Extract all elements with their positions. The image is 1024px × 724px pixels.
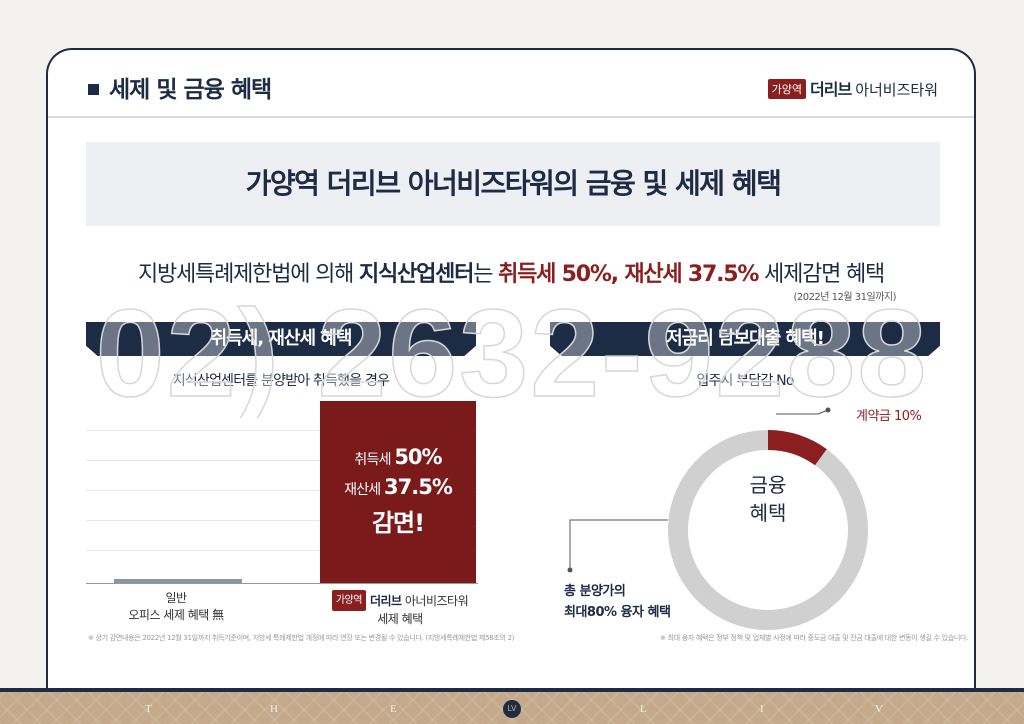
x-label-liv-2: 세제 혜택: [377, 612, 423, 626]
x-label-general-1: 일반: [165, 591, 187, 605]
donut-slice-contract: [768, 430, 827, 466]
donut-slice-loan: [668, 430, 868, 630]
tax-bar-chart: 취득세 50% 재산세 37.5% 감면!: [86, 400, 478, 584]
brand-sub: 아너비즈타워: [855, 81, 938, 99]
x-axis-line: [86, 583, 478, 584]
x-label-liv-sub: 아너비즈타워: [401, 594, 469, 608]
property-tax-line: 재산세 37.5%: [320, 475, 476, 499]
x-label-liv-1: 가양역 더리브 아너비즈타워: [310, 590, 490, 611]
gridline: [86, 550, 478, 551]
footer-letter: I: [760, 703, 764, 715]
prop-label: 재산세: [344, 482, 385, 498]
gridline: [86, 490, 478, 491]
brand-tag: 가양역: [767, 79, 807, 99]
lead-part2: 지식산업센터: [358, 262, 474, 287]
lead-part5: 세제감면 혜택: [758, 262, 885, 287]
loan-leader-dot: [567, 567, 573, 573]
loan-annotation-2: 최대80% 융자 혜택: [564, 605, 671, 620]
lead-sentence: 지방세특례제한법에 의해 지식산업센터는 취득세 50%, 재산세 37.5% …: [48, 256, 974, 288]
tax-footnote: ※ 상기 감면내용은 2022년 12월 31일까지 취득기준이며, 지방세 특…: [88, 634, 515, 642]
bar-label: 취득세 50% 재산세 37.5% 감면!: [320, 445, 476, 538]
title-banner: 가양역 더리브 아너비즈타워의 금융 및 세제 혜택: [86, 142, 940, 226]
loan-footnote: ※ 최대 융자 혜택은 정부 정책 및 업체별 사정에 따라 중도금 대출 및 …: [660, 634, 969, 642]
lead-part3: 는: [473, 262, 499, 287]
contract-annotation: 계약금 10%: [856, 409, 922, 424]
bar-the-liv: 취득세 50% 재산세 37.5% 감면!: [320, 401, 476, 583]
x-label-liv-name: 더리브: [369, 594, 402, 608]
page-title: 가양역 더리브 아너비즈타워의 금융 및 세제 혜택: [245, 167, 782, 200]
footer-letter: V: [875, 703, 883, 715]
acquisition-tax-line: 취득세 50%: [320, 445, 476, 469]
tax-benefit-heading: 취득세, 재산세 혜택: [86, 322, 476, 356]
loan-benefit-heading: 저금리 담보대출 혜택!: [550, 322, 940, 356]
x-label-liv-tag: 가양역: [331, 590, 366, 611]
x-label-general-2: 오피스 세제 혜택 無: [128, 608, 224, 622]
acq-label: 취득세: [354, 452, 395, 468]
brand-name: 더리브: [810, 80, 852, 99]
footer-band: T H E LV L I V: [0, 688, 1024, 724]
footer-letter: L: [640, 703, 647, 715]
lead-part1: 지방세특례제한법에 의해: [137, 262, 359, 287]
section-header: 세제 및 금융 혜택 가양역 더리브 아너비즈타워: [48, 50, 974, 116]
gridline: [86, 460, 478, 461]
lead-highlight: 취득세 50%, 재산세 37.5%: [498, 262, 759, 287]
footer-rule: [0, 688, 1024, 692]
footer-letter: T: [145, 703, 152, 715]
loan-donut-chart: [668, 430, 868, 630]
section-title-text: 세제 및 금융 혜택: [109, 77, 272, 103]
deadline-note: (2022년 12월 31일까지): [793, 292, 896, 303]
square-bullet-icon: [88, 84, 99, 95]
footer-letter: E: [390, 703, 397, 715]
brand-mark: 가양역 더리브 아너비즈타워: [767, 76, 938, 100]
content-card: 세제 및 금융 혜택 가양역 더리브 아너비즈타워 가양역 더리브 아너비즈타워의 …: [46, 48, 976, 688]
loan-annotation-1: 총 분양가의: [564, 584, 626, 599]
bar-general-office: [114, 579, 242, 583]
x-label-general: 일반 오피스 세제 혜택 無: [114, 590, 238, 624]
gridline: [86, 430, 478, 431]
prop-value: 37.5%: [384, 475, 453, 499]
header-divider: [48, 116, 974, 118]
contract-leader-line: [776, 409, 829, 415]
reduction-label: 감면!: [371, 509, 425, 537]
loan-annotation: 총 분양가의 최대80% 융자 혜택: [564, 581, 671, 623]
acq-value: 50%: [394, 445, 442, 469]
tax-subtitle: 지식산업센터를 분양받아 취득했을 경우: [172, 373, 390, 389]
loan-subtitle: 입주시 부담감 No: [696, 373, 794, 389]
footer-letter: H: [270, 703, 278, 715]
contract-leader-dot: [825, 407, 831, 413]
gridline: [86, 520, 478, 521]
liv-logo-icon: LV: [503, 700, 521, 718]
x-label-liv: 가양역 더리브 아너비즈타워 세제 혜택: [310, 590, 490, 628]
section-title: 세제 및 금융 혜택: [88, 70, 272, 104]
